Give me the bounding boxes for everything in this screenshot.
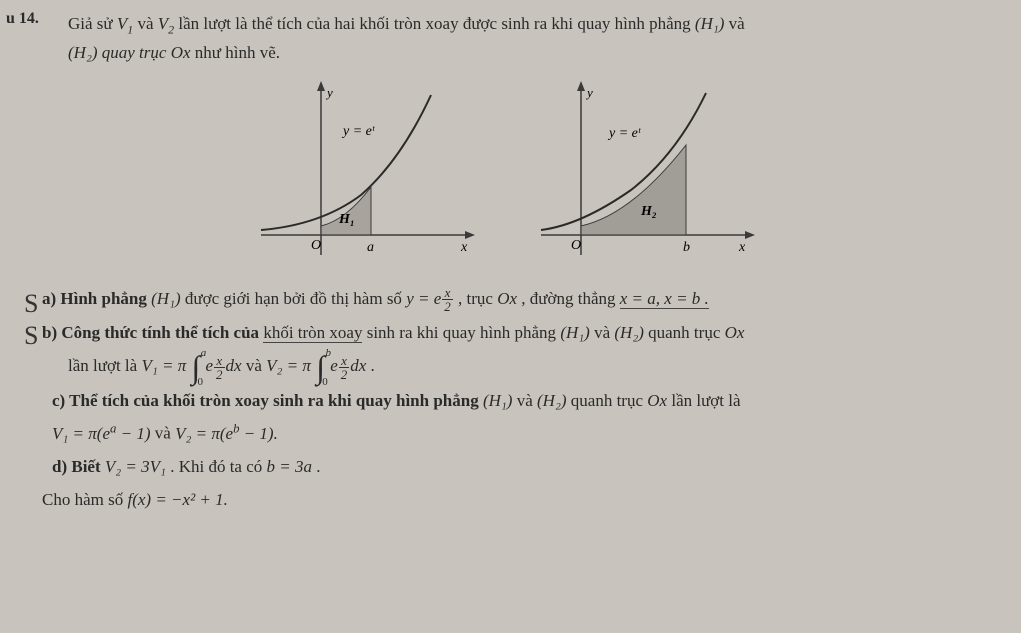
text: d) Biết (52, 457, 105, 476)
region-h1 (321, 187, 371, 235)
part-b: S b) Công thức tính thể tích của khối tr… (42, 319, 1007, 346)
part-d: d) Biết V₂ = 3V₁ . Khi đó ta có b = 3a . (52, 453, 1007, 480)
h2: (H₂) (537, 391, 567, 410)
dot: . (371, 356, 375, 375)
v2-eq: V₂ = π (266, 356, 311, 375)
text: như hình vẽ. (195, 43, 280, 62)
text: quanh trục (571, 391, 647, 410)
h1: (H₁) (483, 391, 513, 410)
origin-label: O (571, 238, 581, 253)
ox: Ox (497, 289, 517, 308)
eq: f(x) = −x² + 1. (127, 490, 227, 509)
a-label: a (367, 240, 374, 255)
question-number: u 14. (6, 6, 39, 32)
b-label: b (683, 240, 690, 255)
integrand: ex2dx (206, 356, 246, 375)
part-c-line2: V₁ = π(ea − 1) và V₂ = π(eb − 1). (52, 418, 1007, 447)
integral-2: ∫b0 (315, 355, 326, 381)
part-c: c) Thể tích của khối tròn xoay sinh ra k… (52, 387, 1007, 414)
formula-line: lần lượt là V₁ = π ∫a0 ex2dx và V₂ = π ∫… (68, 352, 1007, 381)
region-label: H₂ (640, 204, 657, 219)
region-h2 (581, 145, 686, 235)
and: và (246, 356, 266, 375)
graph-h1: y y = eᵗ H₁ O a x (251, 75, 491, 275)
text: , đường thẳng (521, 289, 619, 308)
x-label: x (738, 240, 746, 255)
and: và (594, 323, 614, 342)
y-axis-label: y (585, 85, 593, 100)
and: và (155, 424, 175, 443)
origin-label: O (311, 238, 321, 253)
text: Giả sử (68, 14, 117, 33)
text: lần lượt là thể tích của hai khối tròn x… (178, 14, 695, 33)
curve (261, 95, 431, 230)
ox: Ox (725, 323, 745, 342)
graph-h2: y y = eᵗ H₂ O b x (531, 75, 771, 275)
x-label: x (460, 240, 468, 255)
text: quanh trục (648, 323, 724, 342)
eq2: b = 3a (267, 457, 312, 476)
and: và (517, 391, 537, 410)
text: c) Thể tích của khối tròn xoay sinh ra k… (52, 391, 483, 410)
text: Cho hàm số (42, 490, 127, 509)
x-arrow (745, 231, 755, 239)
text: sinh ra khi quay hình phẳng (367, 323, 561, 342)
ox: Ox (647, 391, 667, 410)
hand-mark-icon: S (24, 315, 38, 357)
eq2: x = a, x = b . (620, 289, 709, 309)
y-arrow (317, 81, 325, 91)
and: và (137, 14, 157, 33)
eq: y = ex2 (406, 289, 458, 308)
text: . Khi đó ta có (170, 457, 266, 476)
h1: (H₁) (695, 14, 725, 33)
text: lần lượt là (671, 391, 740, 410)
intro-line-2: (H₂) quay trục Ox như hình vẽ. (68, 39, 1007, 66)
dot: . (316, 457, 320, 476)
h1: (H₁) (151, 289, 181, 308)
v1: V₁ = π(ea − 1) (52, 424, 155, 443)
y-arrow (577, 81, 585, 91)
h2: (H₂) (614, 323, 644, 342)
text: , trục (458, 289, 497, 308)
text: lần lượt là (68, 356, 141, 375)
text: a) Hình phẳng (42, 289, 151, 308)
v1-eq: V₁ = π (141, 356, 186, 375)
ox: Ox (171, 43, 191, 62)
text: b) Công thức tính thể tích của (42, 323, 263, 342)
x-arrow (465, 231, 475, 239)
h1: (H₁) (560, 323, 590, 342)
last-line: Cho hàm số f(x) = −x² + 1. (42, 486, 1007, 513)
v2: V₂ = π(eb − 1). (175, 424, 278, 443)
text: được giới hạn bởi đồ thị hàm số (185, 289, 406, 308)
curve-label: y = eᵗ (341, 124, 376, 139)
text: và (729, 14, 745, 33)
v2: V2 (158, 14, 174, 33)
part-a: S a) Hình phẳng (H₁) được giới hạn bởi đ… (42, 285, 1007, 314)
intro-line-1: Giả sử V1 và V2 lần lượt là thể tích của… (68, 10, 1007, 39)
u1: khối tròn xoay (263, 323, 362, 343)
graphs-row: y y = eᵗ H₁ O a x y y = eᵗ H₂ O b x (14, 75, 1007, 275)
v1: V1 (117, 14, 133, 33)
integral-1: ∫a0 (190, 355, 201, 381)
eq1: V₂ = 3V₁ (105, 457, 166, 476)
y-axis-label: y (325, 85, 333, 100)
integrand2: ex2dx (330, 356, 370, 375)
h2: (H₂) quay trục (68, 43, 171, 62)
curve-label: y = eᵗ (607, 126, 642, 141)
region-label: H₁ (338, 212, 355, 227)
